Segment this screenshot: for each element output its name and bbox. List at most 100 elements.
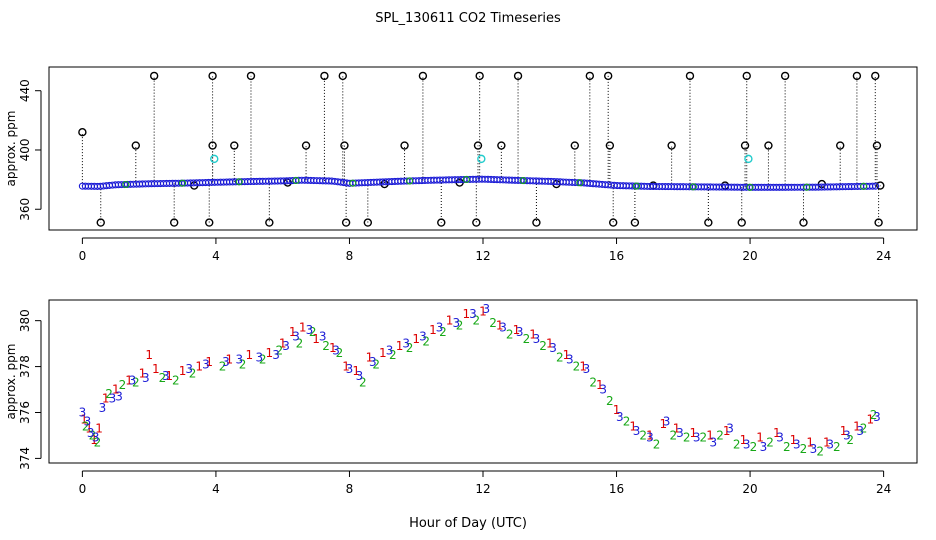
data-point-glyph: 1	[412, 332, 420, 346]
data-point-glyph: 2	[589, 376, 597, 390]
data-point-glyph: 2	[489, 316, 497, 330]
x-axis: 0 4 8 12 16 20 24	[79, 470, 891, 496]
data-point-glyph: 3	[306, 323, 314, 337]
spike-point	[475, 71, 484, 81]
cyan-point	[477, 154, 486, 164]
x-tick-label: 8	[346, 249, 354, 263]
data-point-glyph: 3	[873, 410, 881, 424]
data-point-glyph: 2	[359, 376, 367, 390]
spike-point	[320, 71, 329, 81]
data-point-glyph: 3	[235, 353, 243, 367]
spike-point	[169, 218, 179, 227]
data-point-glyph: 1	[596, 378, 604, 392]
data-point-glyph: 2	[406, 341, 414, 355]
data-point-glyph: 2	[860, 422, 868, 436]
data-point-glyph: 1	[840, 424, 848, 438]
data-point-glyph: 1	[462, 307, 470, 321]
data-point-glyph: 2	[523, 332, 531, 346]
data-point-glyph: 1	[342, 360, 350, 374]
spike-point	[149, 71, 159, 81]
data-point-glyph: 1	[396, 339, 404, 353]
data-point-glyph: 3	[533, 332, 541, 346]
data-point-glyph: 1	[823, 435, 831, 449]
spike-point	[630, 218, 640, 227]
data-point-glyph: 3	[282, 339, 290, 353]
data-point-glyph: 1	[579, 360, 587, 374]
data-point-glyph: 3	[676, 426, 684, 440]
spike-point	[737, 218, 746, 227]
spike-point	[852, 71, 862, 81]
data-point-glyph: 3	[599, 383, 607, 397]
data-point	[406, 177, 414, 185]
data-point-glyph: 1	[723, 424, 731, 438]
spike-point	[799, 218, 808, 227]
data-point-glyph: 1	[563, 348, 571, 362]
data-point-glyph: 1	[529, 327, 537, 341]
data-point-glyph: 2	[816, 445, 824, 459]
data-point-glyph: 1	[266, 346, 274, 360]
x-tick-label: 20	[742, 249, 757, 263]
spike-point	[437, 218, 446, 227]
data-point-glyph: 1	[706, 428, 714, 442]
data-point-glyph: 2	[309, 325, 317, 339]
spike-point	[246, 71, 256, 81]
data-point	[689, 183, 697, 191]
data-point-glyph: 2	[82, 419, 90, 433]
data-point	[349, 179, 357, 187]
plot-frame	[48, 299, 918, 464]
data-point-glyph: 2	[750, 440, 758, 454]
x-axis-label: Hour of Day (UTC)	[409, 516, 527, 531]
data-point-glyph: 2	[105, 387, 113, 401]
data-point-glyph: 3	[386, 344, 394, 358]
data-point-glyph: 3	[693, 431, 701, 445]
x-tick-label: 24	[876, 249, 891, 263]
spike-point	[208, 71, 217, 81]
data-point-glyph: 1	[379, 346, 387, 360]
data-point-glyph: 2	[389, 348, 397, 362]
data-point-glyph: 1	[112, 383, 120, 397]
data-point	[746, 183, 754, 191]
figure-title: SPL_130611 CO2 Timeseries	[375, 11, 561, 26]
y-tick-label: 380	[18, 309, 32, 332]
data-point-glyph: 2	[322, 339, 330, 353]
spike-point	[609, 218, 618, 227]
data-point-glyph: 2	[422, 334, 430, 348]
data-point-glyph: 1	[756, 431, 764, 445]
data-point-glyph: 2	[733, 438, 741, 452]
data-point-glyph: 3	[776, 431, 784, 445]
data-point-glyph: 2	[683, 431, 691, 445]
data-point-glyph: 2	[653, 438, 661, 452]
data-point-glyph: 2	[372, 357, 380, 371]
data-point-glyph: 1	[289, 325, 297, 339]
data-point-glyph: 1	[102, 392, 110, 406]
data-point	[860, 182, 868, 190]
data-point-glyph: 1	[329, 341, 337, 355]
data-point-glyph: 1	[546, 337, 554, 351]
data-point-glyph: 1	[279, 337, 287, 351]
y-tick-label: 378	[18, 355, 32, 378]
data-point-glyph: 2	[89, 428, 97, 442]
data-point-glyph: 3	[185, 362, 193, 376]
data-point-glyph: 1	[352, 364, 360, 378]
data-point-glyph: 2	[456, 318, 464, 332]
data-point-glyph: 1	[866, 412, 874, 426]
data-point-glyph: 1	[496, 318, 504, 332]
data-point-glyph: 2	[669, 428, 677, 442]
spike-point	[400, 141, 409, 150]
cyan-point	[744, 154, 753, 164]
x-tick-label: 0	[79, 482, 87, 496]
data-point-glyph: 3	[810, 442, 818, 456]
y-tick-label: 440	[18, 79, 32, 102]
x-tick-label: 4	[212, 249, 220, 263]
x-tick-label: 24	[876, 482, 891, 496]
data-point	[122, 180, 130, 189]
y-tick-label: 376	[18, 401, 32, 424]
data-point-glyph: 2	[506, 327, 514, 341]
spike-point	[96, 218, 105, 227]
data-point-glyph: 3	[115, 389, 123, 403]
data-point-glyph: 3	[760, 440, 768, 454]
data-point-glyph: 1	[225, 353, 233, 367]
data-point-glyph: 1	[629, 419, 637, 433]
